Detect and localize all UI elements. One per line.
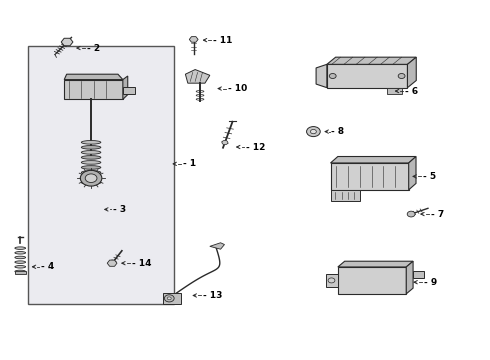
Ellipse shape: [15, 261, 25, 264]
Polygon shape: [408, 57, 416, 87]
Ellipse shape: [81, 145, 101, 149]
Text: - 9: - 9: [424, 278, 437, 287]
Text: - 13: - 13: [203, 291, 222, 300]
Ellipse shape: [15, 270, 25, 273]
Polygon shape: [163, 293, 181, 304]
Text: - 12: - 12: [246, 143, 266, 152]
Polygon shape: [185, 69, 210, 83]
Polygon shape: [61, 38, 73, 46]
Bar: [331, 163, 409, 190]
Polygon shape: [331, 157, 416, 163]
Circle shape: [329, 73, 336, 78]
Text: - 11: - 11: [213, 36, 232, 45]
Circle shape: [311, 130, 317, 134]
Polygon shape: [406, 261, 413, 294]
Polygon shape: [387, 87, 402, 94]
Ellipse shape: [81, 161, 101, 164]
Ellipse shape: [81, 166, 101, 169]
Polygon shape: [123, 76, 128, 99]
Ellipse shape: [81, 171, 101, 174]
Polygon shape: [316, 64, 327, 87]
Polygon shape: [331, 190, 360, 201]
Polygon shape: [64, 74, 123, 80]
Text: - 2: - 2: [87, 44, 100, 53]
Polygon shape: [409, 157, 416, 190]
Bar: [338, 267, 406, 294]
Polygon shape: [189, 37, 198, 42]
Ellipse shape: [81, 150, 101, 154]
Polygon shape: [326, 274, 338, 287]
Text: - 10: - 10: [228, 84, 247, 93]
Circle shape: [307, 127, 320, 136]
Circle shape: [80, 170, 102, 186]
Text: - 1: - 1: [183, 159, 196, 168]
Circle shape: [85, 174, 97, 183]
Polygon shape: [107, 260, 117, 266]
Text: - 8: - 8: [331, 127, 344, 136]
Text: - 5: - 5: [423, 172, 436, 181]
Circle shape: [398, 73, 405, 78]
Text: - 3: - 3: [113, 205, 126, 214]
Polygon shape: [413, 271, 424, 278]
Ellipse shape: [81, 140, 101, 144]
Polygon shape: [210, 243, 224, 249]
Circle shape: [164, 295, 174, 302]
Polygon shape: [338, 261, 413, 267]
Text: - 6: - 6: [405, 86, 418, 95]
Ellipse shape: [81, 181, 101, 184]
Ellipse shape: [15, 247, 25, 249]
Text: - 4: - 4: [41, 262, 54, 271]
Ellipse shape: [15, 266, 25, 268]
Circle shape: [407, 211, 415, 217]
Polygon shape: [327, 57, 416, 64]
Bar: [15, 271, 25, 274]
Polygon shape: [123, 87, 135, 94]
Ellipse shape: [81, 176, 101, 179]
Text: - 14: - 14: [132, 259, 151, 268]
Bar: [27, 45, 174, 304]
Circle shape: [222, 140, 228, 145]
Text: - 7: - 7: [431, 210, 444, 219]
Ellipse shape: [15, 252, 25, 254]
Circle shape: [167, 297, 171, 300]
Circle shape: [328, 278, 335, 283]
Ellipse shape: [15, 256, 25, 259]
Bar: [327, 64, 408, 87]
Polygon shape: [64, 80, 123, 99]
Ellipse shape: [81, 156, 101, 159]
